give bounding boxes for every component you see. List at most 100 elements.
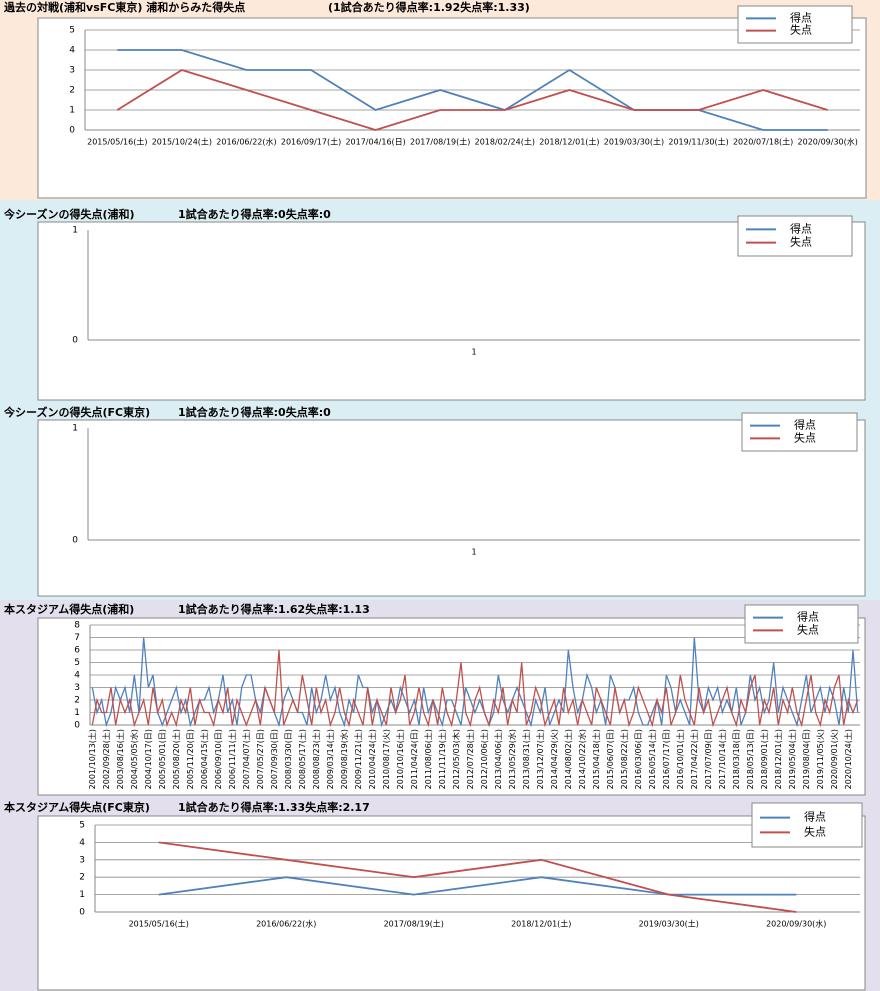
x-tick-label: 2017/10/14(土) [717, 729, 727, 789]
x-tick-label: 2003/08/16(土) [115, 729, 125, 789]
y-tick-label: 3 [74, 683, 80, 693]
x-tick-label: 2013/08/31(土) [521, 729, 531, 789]
chart-subtitle: 1試合あたり得点率:0失点率:0 [178, 207, 331, 221]
x-tick-label: 2019/05/04(土) [787, 729, 797, 789]
x-tick-label: 2019/08/04(日) [802, 729, 811, 789]
x-tick-label: 2007/09/30(日) [270, 729, 279, 789]
x-tick-label: 2018/09/01(土) [759, 729, 769, 789]
x-tick-label: 2017/07/09(日) [704, 729, 713, 789]
x-tick-label: 2018/12/01(土) [539, 137, 599, 147]
x-tick-label: 2004/05/05(水) [129, 729, 139, 789]
series-line [91, 637, 859, 728]
x-tick-label: 2018/05/13(日) [746, 729, 755, 789]
series-line [116, 69, 828, 131]
x-tick-label: 2011/08/06(土) [423, 729, 433, 789]
legend [737, 5, 853, 44]
x-tick-label: 2012/05/03(木) [451, 729, 461, 789]
y-tick-label: 5 [69, 26, 75, 36]
y-tick-label: 2 [74, 696, 80, 706]
y-tick-label: 0 [79, 908, 85, 918]
series-line [158, 841, 797, 913]
x-tick-label: 2008/08/23(土) [311, 729, 321, 789]
x-tick-label: 2016/05/14(土) [647, 729, 657, 789]
y-tick-label: 0 [72, 536, 78, 546]
x-tick-label: 2008/05/17(土) [297, 729, 307, 789]
x-tick-label: 1 [471, 348, 476, 357]
legend [744, 604, 859, 644]
x-tick-label: 2019/03/30(土) [639, 919, 699, 929]
legend-label: 得点 [790, 222, 812, 235]
x-tick-label: 2011/04/24(日) [410, 729, 419, 789]
chart-subtitle: (1試合あたり得点率:1.92失点率:1.33) [328, 0, 530, 14]
y-tick-label: 0 [72, 336, 78, 346]
y-tick-label: 7 [74, 633, 80, 643]
x-tick-label: 2015/10/24(土) [152, 137, 212, 147]
x-tick-label: 2015/06/07(日) [606, 729, 615, 789]
legend-label: 失点 [804, 825, 826, 838]
y-tick-label: 5 [79, 821, 85, 831]
x-tick-label: 2005/05/01(日) [158, 729, 167, 789]
x-tick-label: 2018/03/18(日) [732, 729, 741, 789]
x-tick-label: 2019/11/30(土) [668, 137, 728, 147]
y-tick-label: 1 [74, 708, 80, 718]
x-tick-label: 2019/11/05(火) [816, 729, 825, 789]
chart-area [37, 221, 866, 401]
legend-label: 失点 [794, 431, 816, 444]
chart-subtitle: 1試合あたり得点率:1.33失点率:2.17 [178, 800, 370, 814]
series-line [158, 876, 797, 896]
x-tick-label: 2010/04/24(土) [367, 729, 377, 789]
y-tick-label: 1 [72, 424, 78, 434]
x-tick-label: 2018/12/01(土) [773, 729, 783, 789]
chart-title: 本スタジアム得失点(FC東京) [4, 800, 150, 814]
y-tick-label: 0 [74, 721, 80, 731]
y-tick-label: 1 [69, 106, 75, 116]
x-tick-label: 2014/08/02(土) [563, 729, 573, 789]
x-tick-label: 2016/06/22(水) [216, 137, 276, 147]
x-tick-label: 2017/04/16(日) [345, 138, 405, 147]
legend-label: 得点 [790, 11, 812, 24]
x-tick-label: 2020/10/24(土) [843, 729, 853, 789]
x-tick-label: 2007/04/07(土) [241, 729, 251, 789]
chart-subtitle: 1試合あたり得点率:1.62失点率:1.13 [178, 602, 370, 616]
chart-title: 今シーズンの得失点(FC東京) [3, 405, 150, 419]
y-tick-label: 5 [74, 658, 80, 668]
x-tick-label: 2018/02/24(土) [475, 137, 535, 147]
x-tick-label: 2015/05/16(土) [129, 919, 189, 929]
x-tick-label: 2009/03/14(土) [325, 729, 335, 789]
x-tick-label: 2006/09/10(日) [214, 729, 223, 789]
chart: 本スタジアム得失点(FC東京) 1試合あたり得点率:1.33失点率:2.17 0 1 2… [4, 800, 866, 991]
x-tick-label: 2016/09/17(土) [281, 137, 341, 147]
legend [737, 215, 853, 257]
chart-area [37, 17, 867, 199]
y-tick-label: 4 [74, 671, 80, 681]
y-tick-label: 1 [72, 226, 78, 236]
x-tick-label: 2012/10/06(土) [479, 729, 489, 789]
legend-label: 得点 [804, 811, 826, 824]
x-tick-label: 2006/11/11(土) [227, 729, 237, 789]
x-tick-label: 2008/03/30(日) [284, 729, 293, 789]
legend-label: 得点 [797, 611, 819, 624]
y-tick-label: 4 [69, 46, 75, 56]
x-tick-label: 2005/11/20(日) [186, 729, 195, 789]
x-tick-label: 2013/12/07(土) [535, 729, 545, 789]
x-tick-label: 2016/03/06(日) [634, 729, 643, 789]
legend-label: 失点 [790, 236, 812, 249]
x-tick-label: 2016/07/17(日) [662, 729, 671, 789]
x-tick-label: 2017/08/19(土) [384, 919, 444, 929]
x-tick-label: 2001/10/13(土) [87, 729, 97, 789]
x-tick-label: 2020/07/18(土) [733, 137, 793, 147]
x-tick-label: 2007/05/27(日) [256, 729, 265, 789]
chart-title: 本スタジアム得失点(浦和) [4, 602, 134, 616]
x-tick-label: 2019/03/30(土) [604, 137, 664, 147]
chart-subtitle: 1試合あたり得点率:0失点率:0 [178, 405, 331, 419]
series-line [91, 649, 859, 728]
y-tick-label: 1 [79, 890, 85, 900]
x-tick-label: 2011/11/19(土) [437, 729, 447, 789]
x-tick-label: 2005/08/20(土) [171, 729, 181, 789]
chart-area [37, 617, 866, 796]
legend-label: 失点 [797, 623, 819, 636]
y-tick-label: 6 [74, 646, 80, 656]
